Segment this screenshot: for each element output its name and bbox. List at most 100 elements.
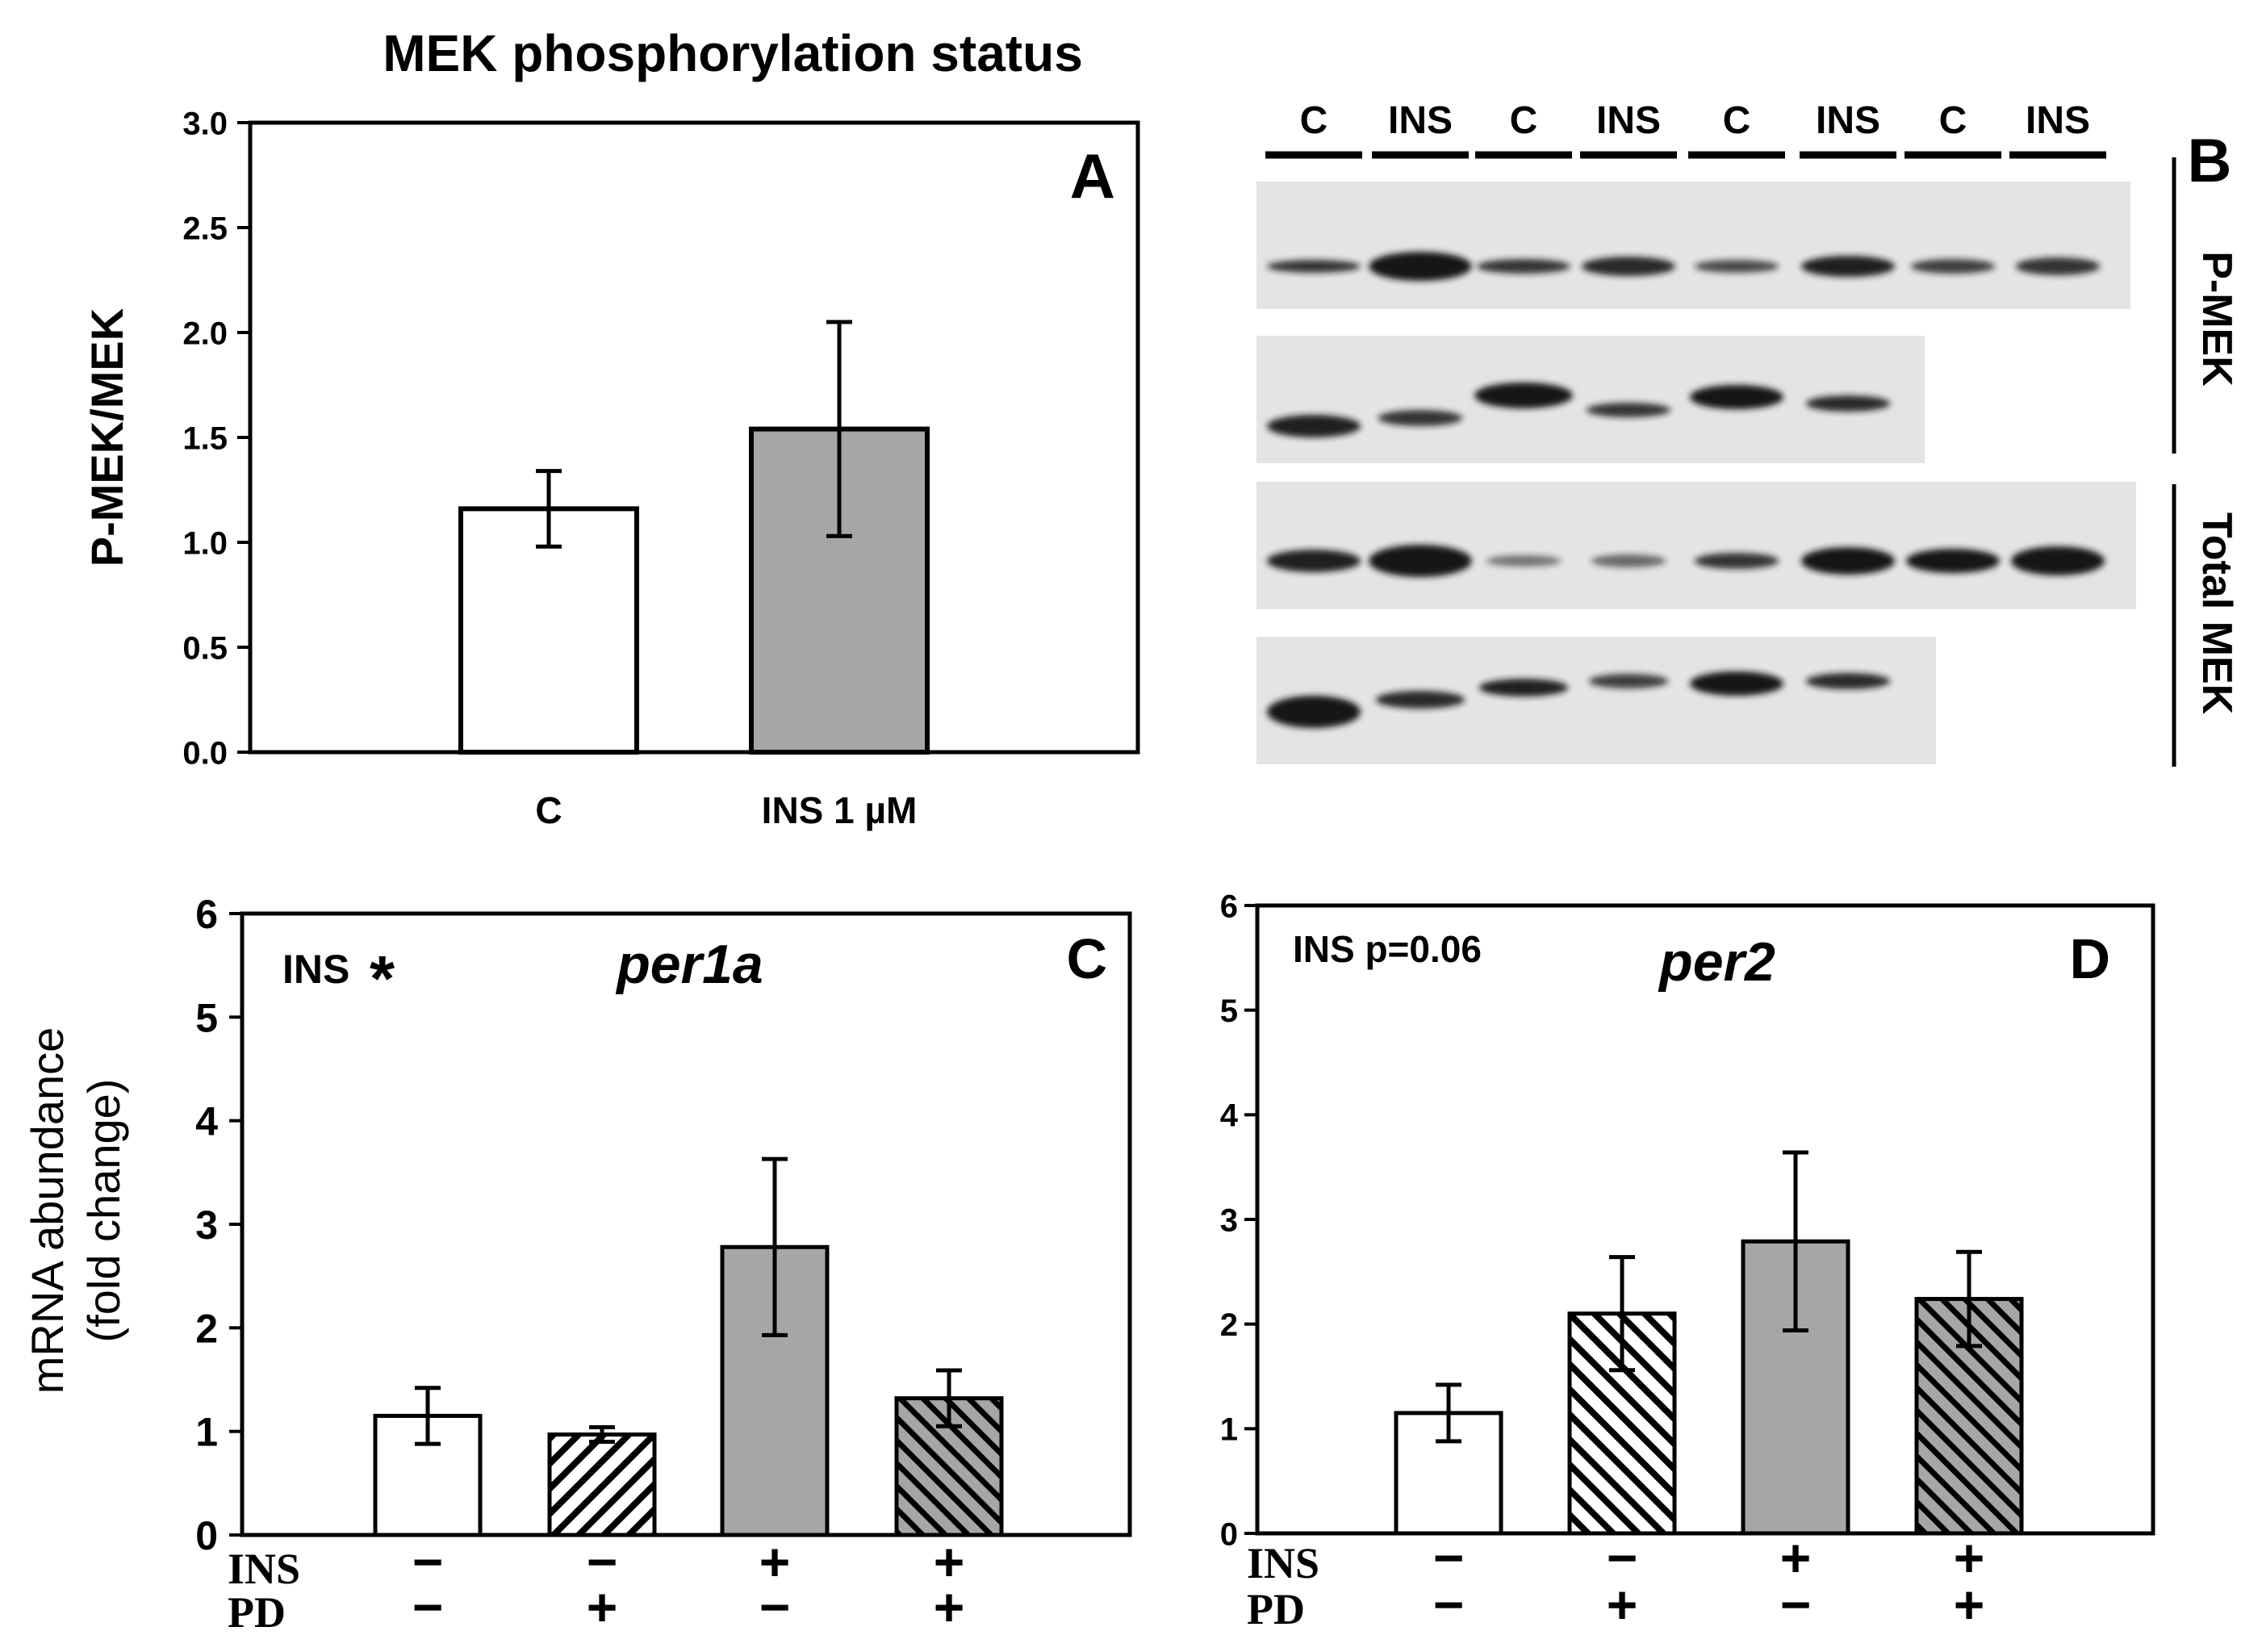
blot-strip xyxy=(1256,336,1925,463)
y-tick-label: 0.0 xyxy=(182,735,228,771)
y-tick-label: 0 xyxy=(195,1513,218,1558)
blot-band xyxy=(1582,257,1675,276)
panel-a: MEK phosphorylation status A P-MEK/MEK 0… xyxy=(82,24,1140,831)
blot-band xyxy=(1478,679,1569,696)
panel-a-y-axis-label: P-MEK/MEK xyxy=(82,308,132,567)
blot-band xyxy=(1369,252,1472,281)
y-tick-label: 2.0 xyxy=(182,316,228,351)
panel-a-x-labels: C INS 1 µM xyxy=(535,789,917,831)
row-label-ins: INS xyxy=(1247,1539,1319,1587)
blot-band xyxy=(1591,554,1666,567)
panel-d-y-ticks: 0 1 2 3 4 5 6 xyxy=(1220,889,1257,1552)
panel-c: mRNA abundance (fold change) INS * per1a… xyxy=(22,892,1132,1637)
blot-strip xyxy=(1256,182,2130,309)
ins-sign: − xyxy=(1607,1528,1638,1587)
panel-b-row-label-pmek: P-MEK xyxy=(2193,251,2240,387)
blot-background xyxy=(1256,637,1936,764)
ins-sign: + xyxy=(759,1532,791,1591)
row-label-ins: INS xyxy=(228,1545,300,1593)
y-tick-label: 4 xyxy=(195,1099,218,1144)
panel-a-plot-frame xyxy=(248,120,1140,755)
bar xyxy=(458,506,639,755)
blot-band xyxy=(1375,691,1465,709)
pd-sign: − xyxy=(759,1577,791,1637)
pd-sign: − xyxy=(1433,1575,1465,1634)
blot-band xyxy=(1805,395,1891,412)
y-tick-label: 0.5 xyxy=(182,630,228,666)
panel-c-letter: C xyxy=(1066,927,1107,990)
pd-sign: + xyxy=(587,1577,618,1637)
ins-sign: + xyxy=(1780,1528,1812,1587)
blot-band xyxy=(1801,256,1895,277)
y-tick-label: 2 xyxy=(195,1306,218,1351)
panel-d-annotation: INS p=0.06 xyxy=(1293,928,1482,970)
panel-d-title: per2 xyxy=(1658,931,1775,993)
ins-sign: − xyxy=(587,1532,618,1591)
lane-label: C xyxy=(1300,99,1328,142)
blot-band xyxy=(1267,260,1361,273)
panel-c-bars xyxy=(373,1156,1004,1537)
y-tick-label: 0 xyxy=(1220,1516,1238,1552)
bar xyxy=(547,1432,657,1537)
panel-d-bars xyxy=(1394,1150,2024,1536)
panel-a-letter: A xyxy=(1070,140,1115,211)
lane-label: C xyxy=(1510,99,1538,142)
panel-c-y-axis-label-2: (fold change) xyxy=(78,1079,129,1343)
pd-sign: + xyxy=(1954,1575,1985,1634)
panel-c-y-ticks: 0 1 2 3 4 5 6 xyxy=(195,892,242,1558)
blot-background xyxy=(1256,482,2136,609)
panel-c-y-axis-label: mRNA abundance xyxy=(22,1027,73,1395)
ins-sign: − xyxy=(412,1532,444,1591)
y-tick-label: 3 xyxy=(195,1202,218,1248)
y-tick-label: 4 xyxy=(1220,1098,1239,1134)
row-label-pd: PD xyxy=(1247,1585,1305,1633)
blot-band xyxy=(1486,555,1562,567)
ins-sign: − xyxy=(1433,1528,1465,1587)
y-tick-label: 3.0 xyxy=(182,106,228,141)
blot-band xyxy=(2015,257,2101,275)
panel-d-letter: D xyxy=(2069,927,2110,990)
pd-sign: − xyxy=(1780,1575,1812,1634)
x-tick-label: C xyxy=(535,789,562,831)
lane-label: INS xyxy=(2026,99,2090,142)
y-tick-label: 2.5 xyxy=(182,211,228,246)
blot-strip xyxy=(1256,482,2136,609)
blot-band xyxy=(1690,671,1783,696)
lane-label: C xyxy=(1939,99,1967,142)
x-tick-label: INS 1 µM xyxy=(762,789,918,831)
blot-band xyxy=(1474,383,1573,408)
blot-band xyxy=(1267,550,1361,572)
blot-background xyxy=(1256,182,2130,309)
pd-sign: − xyxy=(412,1577,444,1637)
blot-band xyxy=(1267,696,1361,728)
blot-band xyxy=(1906,549,2000,573)
blot-band xyxy=(1910,259,1996,274)
panel-b-row-label-total: Total MEK xyxy=(2193,512,2240,715)
panel-b-blots xyxy=(1256,182,2136,764)
y-tick-label: 3 xyxy=(1220,1202,1238,1238)
lane-label: INS xyxy=(1816,99,1880,142)
blot-band xyxy=(1477,259,1570,274)
blot-band xyxy=(1369,545,1472,577)
panel-b-lane-labels: C INS C INS C INS C INS xyxy=(1265,99,2106,159)
blot-band xyxy=(1694,553,1779,569)
panel-b-letter: B xyxy=(2188,127,2232,195)
pd-sign: + xyxy=(934,1577,965,1637)
y-tick-label: 2 xyxy=(1220,1307,1238,1343)
panel-c-annotation: INS xyxy=(282,947,349,992)
lane-label: INS xyxy=(1388,99,1453,142)
blot-band xyxy=(1378,410,1463,426)
blot-band xyxy=(1267,415,1361,437)
row-label-pd: PD xyxy=(228,1588,286,1637)
blot-band xyxy=(1588,674,1669,688)
blot-strip xyxy=(1256,637,1936,764)
blot-band xyxy=(1801,547,1895,575)
blot-band xyxy=(1805,673,1891,689)
y-tick-label: 6 xyxy=(195,892,218,937)
lane-label: C xyxy=(1723,99,1751,142)
panel-c-title: per1a xyxy=(615,934,763,995)
